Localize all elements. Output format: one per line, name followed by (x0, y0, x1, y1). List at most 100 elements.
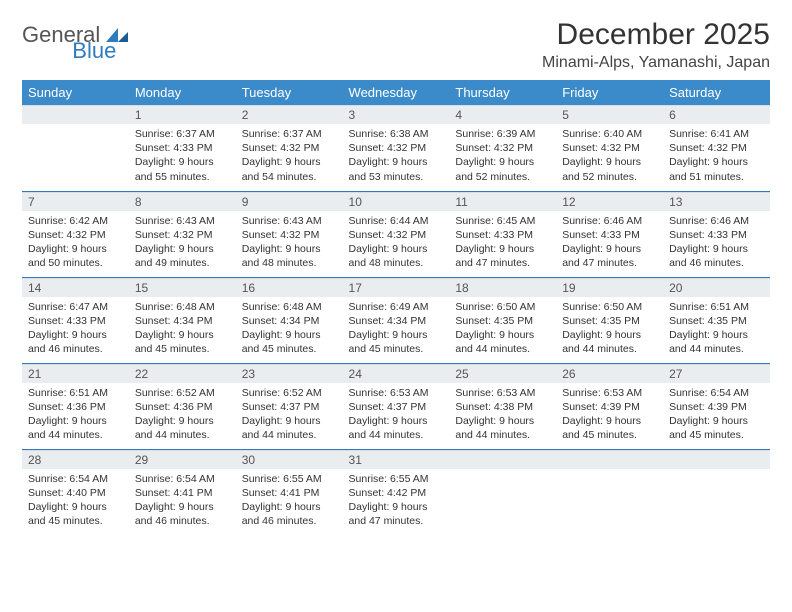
title-block: December 2025 Minami-Alps, Yamanashi, Ja… (542, 18, 770, 72)
day-number: 10 (343, 192, 450, 211)
calendar-cell (449, 449, 556, 535)
day-details: Sunrise: 6:39 AMSunset: 4:32 PMDaylight:… (449, 124, 556, 188)
calendar-cell: 4Sunrise: 6:39 AMSunset: 4:32 PMDaylight… (449, 105, 556, 191)
calendar-cell: 16Sunrise: 6:48 AMSunset: 4:34 PMDayligh… (236, 277, 343, 363)
calendar-cell: 6Sunrise: 6:41 AMSunset: 4:32 PMDaylight… (663, 105, 770, 191)
calendar-cell: 31Sunrise: 6:55 AMSunset: 4:42 PMDayligh… (343, 449, 450, 535)
calendar-cell: 11Sunrise: 6:45 AMSunset: 4:33 PMDayligh… (449, 191, 556, 277)
day-number: 6 (663, 105, 770, 124)
calendar-cell: 13Sunrise: 6:46 AMSunset: 4:33 PMDayligh… (663, 191, 770, 277)
day-details: Sunrise: 6:37 AMSunset: 4:32 PMDaylight:… (236, 124, 343, 188)
calendar-cell: 5Sunrise: 6:40 AMSunset: 4:32 PMDaylight… (556, 105, 663, 191)
day-details: Sunrise: 6:37 AMSunset: 4:33 PMDaylight:… (129, 124, 236, 188)
day-number: 22 (129, 364, 236, 383)
calendar-cell: 30Sunrise: 6:55 AMSunset: 4:41 PMDayligh… (236, 449, 343, 535)
calendar-cell: 20Sunrise: 6:51 AMSunset: 4:35 PMDayligh… (663, 277, 770, 363)
day-details: Sunrise: 6:42 AMSunset: 4:32 PMDaylight:… (22, 211, 129, 275)
day-number: 16 (236, 278, 343, 297)
calendar-cell: 1Sunrise: 6:37 AMSunset: 4:33 PMDaylight… (129, 105, 236, 191)
calendar-cell: 10Sunrise: 6:44 AMSunset: 4:32 PMDayligh… (343, 191, 450, 277)
header: General Blue December 2025 Minami-Alps, … (22, 18, 770, 72)
day-details: Sunrise: 6:52 AMSunset: 4:37 PMDaylight:… (236, 383, 343, 447)
calendar-week: 28Sunrise: 6:54 AMSunset: 4:40 PMDayligh… (22, 449, 770, 535)
day-number: 7 (22, 192, 129, 211)
day-details: Sunrise: 6:51 AMSunset: 4:36 PMDaylight:… (22, 383, 129, 447)
day-number: 17 (343, 278, 450, 297)
location: Minami-Alps, Yamanashi, Japan (542, 54, 770, 72)
day-number: 5 (556, 105, 663, 124)
day-details: Sunrise: 6:55 AMSunset: 4:42 PMDaylight:… (343, 469, 450, 533)
day-number: 15 (129, 278, 236, 297)
day-details: Sunrise: 6:53 AMSunset: 4:39 PMDaylight:… (556, 383, 663, 447)
day-number: 23 (236, 364, 343, 383)
calendar-cell: 15Sunrise: 6:48 AMSunset: 4:34 PMDayligh… (129, 277, 236, 363)
day-header: Saturday (663, 80, 770, 105)
calendar-cell: 26Sunrise: 6:53 AMSunset: 4:39 PMDayligh… (556, 363, 663, 449)
month-title: December 2025 (542, 18, 770, 52)
day-number-empty (449, 450, 556, 469)
day-number: 25 (449, 364, 556, 383)
calendar-week: 1Sunrise: 6:37 AMSunset: 4:33 PMDaylight… (22, 105, 770, 191)
calendar-cell (663, 449, 770, 535)
day-details: Sunrise: 6:41 AMSunset: 4:32 PMDaylight:… (663, 124, 770, 188)
calendar-cell: 18Sunrise: 6:50 AMSunset: 4:35 PMDayligh… (449, 277, 556, 363)
day-number-empty (663, 450, 770, 469)
calendar-week: 14Sunrise: 6:47 AMSunset: 4:33 PMDayligh… (22, 277, 770, 363)
calendar-table: SundayMondayTuesdayWednesdayThursdayFrid… (22, 80, 770, 535)
calendar-cell: 17Sunrise: 6:49 AMSunset: 4:34 PMDayligh… (343, 277, 450, 363)
day-number: 19 (556, 278, 663, 297)
calendar-week: 7Sunrise: 6:42 AMSunset: 4:32 PMDaylight… (22, 191, 770, 277)
day-header: Tuesday (236, 80, 343, 105)
day-details: Sunrise: 6:53 AMSunset: 4:38 PMDaylight:… (449, 383, 556, 447)
day-details: Sunrise: 6:54 AMSunset: 4:41 PMDaylight:… (129, 469, 236, 533)
day-header: Sunday (22, 80, 129, 105)
day-details: Sunrise: 6:44 AMSunset: 4:32 PMDaylight:… (343, 211, 450, 275)
brand-logo: General Blue (22, 18, 154, 48)
day-number: 11 (449, 192, 556, 211)
calendar-cell: 23Sunrise: 6:52 AMSunset: 4:37 PMDayligh… (236, 363, 343, 449)
day-number: 13 (663, 192, 770, 211)
day-details: Sunrise: 6:49 AMSunset: 4:34 PMDaylight:… (343, 297, 450, 361)
day-details: Sunrise: 6:38 AMSunset: 4:32 PMDaylight:… (343, 124, 450, 188)
calendar-cell: 24Sunrise: 6:53 AMSunset: 4:37 PMDayligh… (343, 363, 450, 449)
day-details: Sunrise: 6:43 AMSunset: 4:32 PMDaylight:… (236, 211, 343, 275)
day-details: Sunrise: 6:46 AMSunset: 4:33 PMDaylight:… (663, 211, 770, 275)
calendar-cell: 29Sunrise: 6:54 AMSunset: 4:41 PMDayligh… (129, 449, 236, 535)
day-details: Sunrise: 6:48 AMSunset: 4:34 PMDaylight:… (129, 297, 236, 361)
calendar-cell: 19Sunrise: 6:50 AMSunset: 4:35 PMDayligh… (556, 277, 663, 363)
day-details: Sunrise: 6:55 AMSunset: 4:41 PMDaylight:… (236, 469, 343, 533)
day-number-empty (22, 105, 129, 124)
calendar-cell: 7Sunrise: 6:42 AMSunset: 4:32 PMDaylight… (22, 191, 129, 277)
day-details: Sunrise: 6:40 AMSunset: 4:32 PMDaylight:… (556, 124, 663, 188)
calendar-cell: 3Sunrise: 6:38 AMSunset: 4:32 PMDaylight… (343, 105, 450, 191)
calendar-cell: 12Sunrise: 6:46 AMSunset: 4:33 PMDayligh… (556, 191, 663, 277)
day-number: 20 (663, 278, 770, 297)
calendar-cell: 8Sunrise: 6:43 AMSunset: 4:32 PMDaylight… (129, 191, 236, 277)
day-header: Monday (129, 80, 236, 105)
day-number: 2 (236, 105, 343, 124)
calendar-cell: 28Sunrise: 6:54 AMSunset: 4:40 PMDayligh… (22, 449, 129, 535)
calendar-cell: 22Sunrise: 6:52 AMSunset: 4:36 PMDayligh… (129, 363, 236, 449)
day-number: 12 (556, 192, 663, 211)
day-number: 1 (129, 105, 236, 124)
day-details: Sunrise: 6:50 AMSunset: 4:35 PMDaylight:… (556, 297, 663, 361)
day-details: Sunrise: 6:50 AMSunset: 4:35 PMDaylight:… (449, 297, 556, 361)
day-details: Sunrise: 6:51 AMSunset: 4:35 PMDaylight:… (663, 297, 770, 361)
day-header: Wednesday (343, 80, 450, 105)
day-number: 3 (343, 105, 450, 124)
day-details: Sunrise: 6:54 AMSunset: 4:40 PMDaylight:… (22, 469, 129, 533)
calendar-head: SundayMondayTuesdayWednesdayThursdayFrid… (22, 80, 770, 105)
calendar-body: 1Sunrise: 6:37 AMSunset: 4:33 PMDaylight… (22, 105, 770, 535)
day-number: 30 (236, 450, 343, 469)
day-details: Sunrise: 6:47 AMSunset: 4:33 PMDaylight:… (22, 297, 129, 361)
day-number: 24 (343, 364, 450, 383)
day-header: Thursday (449, 80, 556, 105)
day-number: 18 (449, 278, 556, 297)
calendar-week: 21Sunrise: 6:51 AMSunset: 4:36 PMDayligh… (22, 363, 770, 449)
day-details: Sunrise: 6:52 AMSunset: 4:36 PMDaylight:… (129, 383, 236, 447)
day-number: 29 (129, 450, 236, 469)
day-details: Sunrise: 6:45 AMSunset: 4:33 PMDaylight:… (449, 211, 556, 275)
day-details: Sunrise: 6:54 AMSunset: 4:39 PMDaylight:… (663, 383, 770, 447)
calendar-cell: 14Sunrise: 6:47 AMSunset: 4:33 PMDayligh… (22, 277, 129, 363)
brand-part2: Blue (72, 38, 116, 64)
